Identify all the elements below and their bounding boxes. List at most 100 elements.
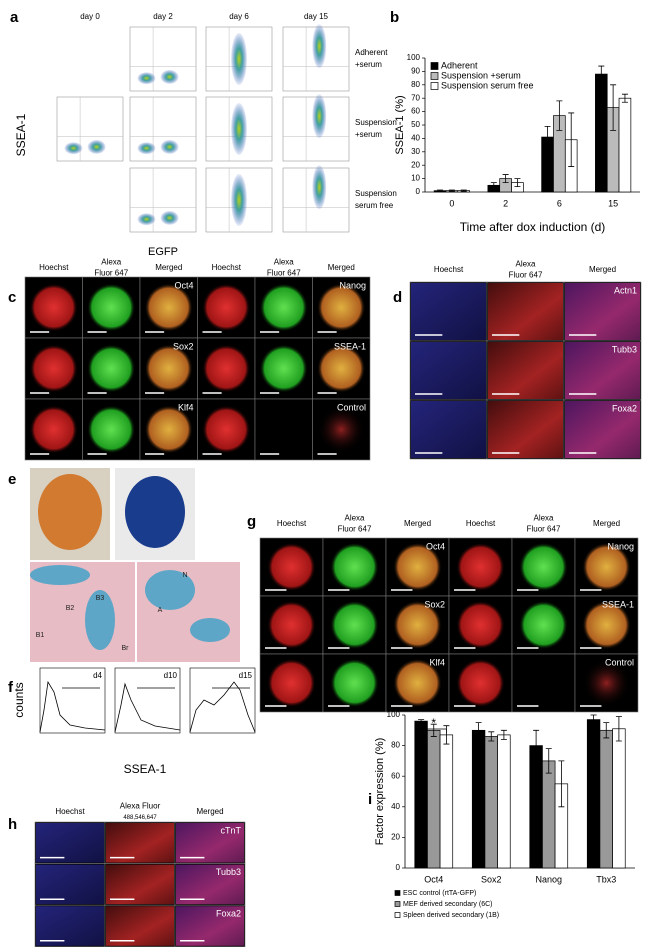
- y-tick-label: 40: [411, 134, 420, 143]
- colony: [267, 658, 316, 708]
- bar: [586, 719, 601, 869]
- colony: [29, 344, 78, 393]
- colony: [202, 283, 251, 332]
- error-bar: [603, 722, 610, 739]
- day-label: d15: [239, 671, 253, 680]
- error-bar: [475, 722, 482, 739]
- panel-label: g: [247, 513, 256, 530]
- y-tick-label: 40: [391, 802, 400, 811]
- structure-label: B3: [96, 595, 105, 602]
- marker-label: Nanog: [607, 541, 634, 551]
- panel-label: b: [390, 9, 399, 26]
- error-bar: [502, 174, 509, 184]
- embryo: [38, 474, 102, 550]
- stain-header: Hoechst: [212, 263, 242, 272]
- stained-tissue: [145, 570, 195, 610]
- flow-population: [231, 33, 247, 85]
- y-tick-label: 0: [416, 187, 421, 196]
- histogram-frame: [189, 667, 256, 734]
- legend-label: Suspension +serum: [441, 70, 521, 80]
- marker-label: Nanog: [339, 280, 366, 290]
- x-axis-label: SSEA-1: [124, 762, 167, 776]
- bar: [414, 720, 428, 869]
- bar: [599, 729, 613, 869]
- flow-population: [137, 72, 156, 85]
- error-bar: [418, 719, 425, 724]
- day-label: d10: [164, 671, 178, 680]
- error-bar: [590, 714, 597, 725]
- panel-label: e: [8, 471, 16, 488]
- stain-header: Merged: [404, 519, 431, 528]
- stain-header: Merged: [155, 263, 182, 272]
- tissue: [106, 906, 174, 946]
- stain-header: Alexa: [533, 514, 554, 523]
- structure-label: N: [182, 572, 187, 579]
- micrograph: [254, 398, 313, 461]
- tissue: [106, 823, 174, 863]
- x-tick-label: 0: [449, 198, 454, 208]
- colony: [144, 283, 193, 332]
- y-tick-label: 100: [407, 53, 421, 62]
- stain-header: Alexa Fluor: [120, 802, 161, 811]
- colony: [519, 542, 568, 592]
- flow-population: [312, 165, 327, 210]
- marker-label: Klf4: [178, 402, 194, 412]
- stained-tissue: [85, 590, 115, 650]
- colony: [582, 658, 631, 708]
- colony: [330, 658, 379, 708]
- flow-population: [231, 174, 247, 226]
- panel-label: a: [10, 9, 19, 26]
- colony: [87, 405, 136, 454]
- tissue: [36, 906, 104, 946]
- marker-label: Sox2: [173, 341, 194, 351]
- error-bar: [514, 178, 521, 188]
- day-header: day 2: [153, 12, 173, 21]
- colony: [393, 658, 442, 708]
- condition-label: serum free: [355, 201, 394, 210]
- stain-header: Hoechst: [466, 519, 496, 528]
- histogram-frame: [114, 667, 181, 734]
- colony: [317, 344, 366, 393]
- bar: [542, 760, 556, 869]
- stain-header: Hoechst: [55, 807, 85, 816]
- flow-population: [231, 103, 247, 155]
- error-bar: [621, 93, 628, 103]
- stain-header: Fluor 647: [267, 269, 301, 278]
- marker-label: SSEA-1: [602, 599, 634, 609]
- condition-label: Adherent: [355, 48, 388, 57]
- legend-swatch: [430, 82, 439, 90]
- day-header: day 6: [229, 12, 249, 21]
- error-bar: [500, 729, 507, 740]
- marker-label: Tubb3: [612, 344, 637, 354]
- condition-label: Suspension: [355, 118, 397, 127]
- stain-header: Fluor 647: [338, 525, 372, 534]
- colony: [330, 542, 379, 592]
- marker-label: Sox2: [424, 599, 445, 609]
- tissue: [176, 906, 244, 946]
- stain-header: Fluor 647: [509, 271, 543, 280]
- colony: [393, 600, 442, 650]
- flow-population: [87, 139, 106, 154]
- colony: [393, 542, 442, 592]
- bar: [612, 728, 626, 869]
- colony: [87, 344, 136, 393]
- error-bar: [430, 723, 437, 737]
- panel-label: c: [8, 289, 16, 306]
- embryo: [125, 476, 185, 548]
- bar: [484, 736, 498, 869]
- panel-label: h: [8, 816, 17, 833]
- structure-label: A: [158, 607, 163, 614]
- colony: [456, 600, 505, 650]
- x-tick-label: 15: [608, 198, 618, 208]
- histogram: [189, 681, 256, 733]
- micrograph: [511, 653, 576, 713]
- error-bar: [568, 112, 575, 167]
- error-bar: [488, 731, 495, 742]
- error-bar: [598, 65, 605, 83]
- error-bar: [558, 760, 565, 808]
- day-header: day 15: [304, 12, 329, 21]
- tissue: [411, 401, 486, 458]
- colony: [317, 283, 366, 332]
- colony: [144, 405, 193, 454]
